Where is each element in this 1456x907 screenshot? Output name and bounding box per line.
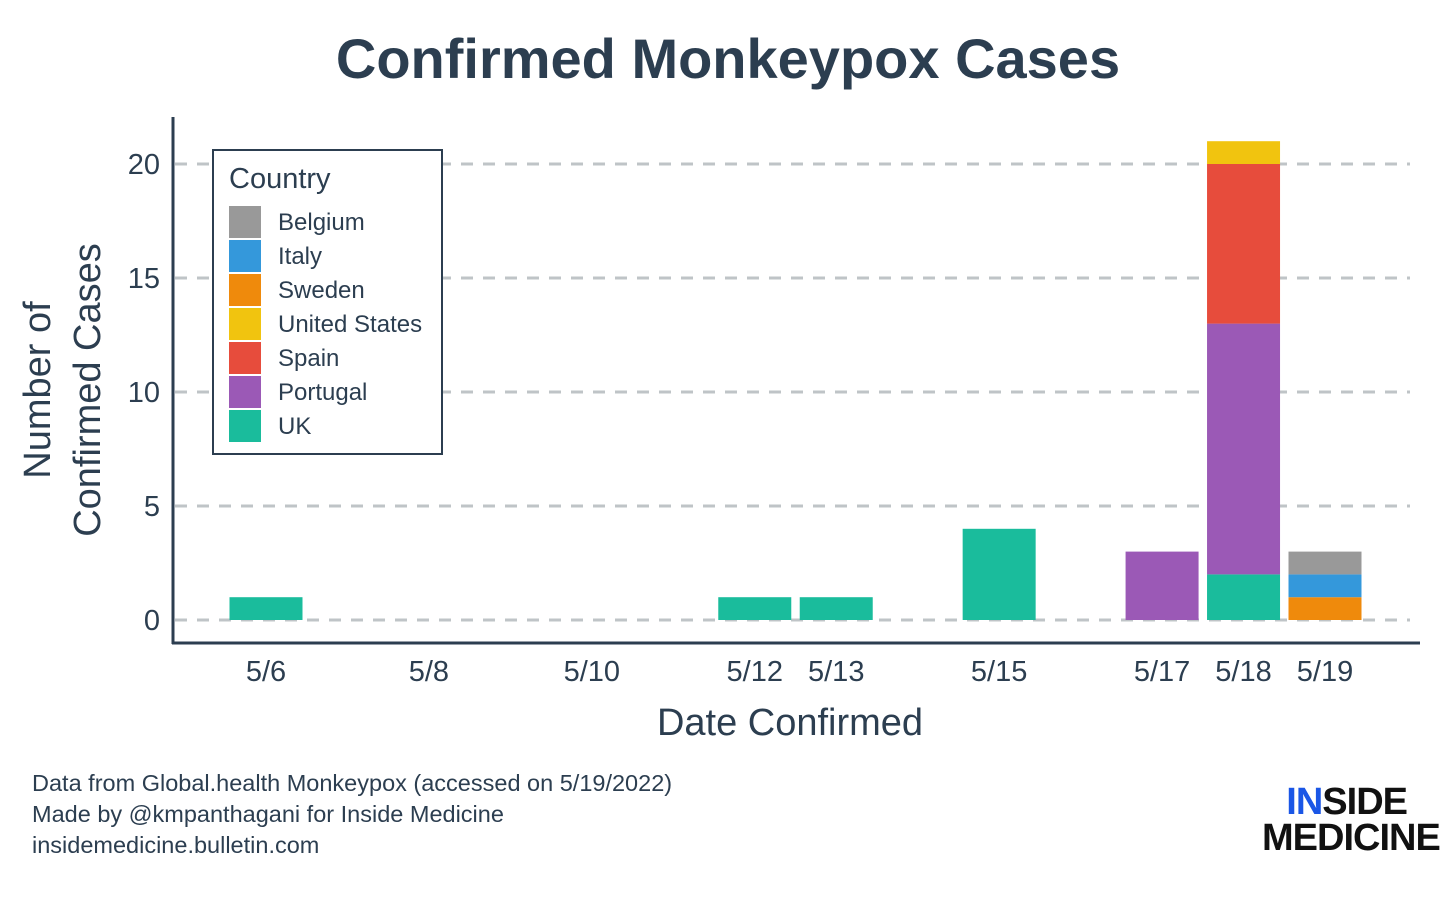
credit-line-website: insidemedicine.bulletin.com <box>32 832 320 858</box>
legend-label-sweden: Sweden <box>278 277 365 304</box>
logo-text-line2: MEDICINE <box>1262 817 1441 859</box>
y-tick-label-5: 5 <box>144 491 160 523</box>
legend: Country Belgium Italy Sweden United States S… <box>212 149 443 455</box>
legend-swatch-uk <box>229 410 261 442</box>
legend-swatch-portugal <box>229 376 261 408</box>
bar-5-18-portugal <box>1207 323 1281 575</box>
x-tick-label-5-6: 5/6 <box>246 656 286 688</box>
bar-5-19-belgium <box>1288 551 1362 575</box>
legend-swatch-sweden <box>229 274 261 306</box>
credit-line-author: Made by @kmpanthagani for Inside Medicin… <box>32 801 504 827</box>
y-tick-label-20: 20 <box>128 149 160 181</box>
legend-swatch-spain <box>229 342 261 374</box>
y-axis-title-line2: Confirmed Cases <box>67 243 109 537</box>
legend-label-italy: Italy <box>278 243 322 270</box>
y-tick-label-15: 15 <box>128 263 160 295</box>
bar-5-12-uk <box>718 597 792 620</box>
logo-text-line1: SIDE <box>1322 781 1408 823</box>
bar-5-6-uk <box>229 597 303 620</box>
x-tick-label-5-18: 5/18 <box>1215 656 1271 688</box>
legend-swatch-united-states <box>229 308 261 340</box>
bar-5-18-uk <box>1207 574 1281 620</box>
credits: Data from Global.health Monkeypox (acces… <box>32 768 672 861</box>
logo-accent-text: IN <box>1286 781 1323 823</box>
y-axis-title-line1: Number of <box>17 301 59 479</box>
bar-5-18-united-states <box>1207 141 1281 164</box>
credit-line-data-source: Data from Global.health Monkeypox (acces… <box>32 770 673 796</box>
legend-swatch-belgium <box>229 206 261 238</box>
x-tick-label-5-10: 5/10 <box>564 656 620 688</box>
y-tick-label-10: 10 <box>128 377 160 409</box>
x-tick-label-5-8: 5/8 <box>409 656 449 688</box>
legend-title: Country <box>229 163 331 195</box>
bar-5-19-sweden <box>1288 597 1362 620</box>
x-tick-label-5-12: 5/12 <box>727 656 783 688</box>
legend-label-belgium: Belgium <box>278 209 365 236</box>
x-axis-title: Date Confirmed <box>657 702 923 744</box>
legend-label-uk: UK <box>278 413 311 440</box>
legend-items: Belgium Italy Sweden United States Spain Port… <box>229 206 422 442</box>
inside-medicine-logo: INSIDE MEDICINE <box>1262 781 1441 859</box>
bar-5-18-spain <box>1207 164 1281 324</box>
bars <box>229 141 1362 620</box>
legend-label-spain: Spain <box>278 345 339 372</box>
bar-5-15-uk <box>962 528 1036 620</box>
y-tick-labels: 0 5 10 15 20 <box>128 149 160 637</box>
legend-label-portugal: Portugal <box>278 379 367 406</box>
y-tick-label-0: 0 <box>144 605 160 637</box>
legend-label-united-states: United States <box>278 311 422 338</box>
bar-5-19-italy <box>1288 574 1362 598</box>
chart-title: Confirmed Monkeypox Cases <box>335 27 1121 90</box>
x-tick-labels: 5/6 5/8 5/10 5/12 5/13 5/15 5/17 5/18 5/19 <box>246 656 1353 688</box>
legend-swatch-italy <box>229 240 261 272</box>
x-tick-label-5-15: 5/15 <box>971 656 1027 688</box>
axes <box>171 117 1420 645</box>
x-tick-label-5-13: 5/13 <box>808 656 864 688</box>
bar-5-13-uk <box>799 597 873 620</box>
x-tick-label-5-17: 5/17 <box>1134 656 1190 688</box>
bar-5-17-portugal <box>1125 551 1199 620</box>
x-tick-label-5-19: 5/19 <box>1297 656 1353 688</box>
